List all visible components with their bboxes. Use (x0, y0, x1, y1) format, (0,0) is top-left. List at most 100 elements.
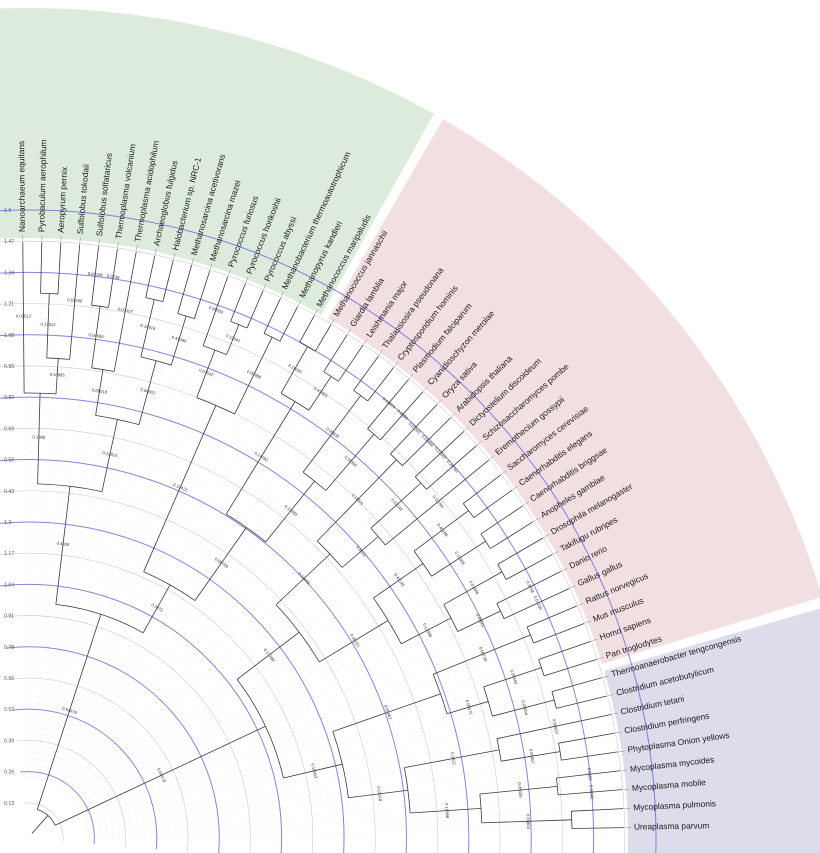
radial-tick-dash (42, 228, 182, 780)
tip-leader (597, 657, 604, 660)
tip-leader (394, 361, 399, 367)
tip-leader (553, 551, 559, 555)
tip-leader (543, 534, 550, 538)
branch-length-label: 0.69462 (383, 704, 393, 721)
branch-length-label: 0.5552 (587, 768, 593, 782)
branch-length-label: 0.14985 (284, 504, 299, 518)
tip-leader (79, 237, 81, 244)
branch-radial (196, 349, 216, 398)
branch-radial (481, 819, 572, 824)
branch-length-label: 0.11030 (287, 363, 303, 375)
tip-leader (227, 269, 231, 276)
radial-tick-dash (63, 330, 398, 790)
branch-radial (338, 344, 364, 382)
branch-radial (145, 255, 156, 298)
branch-radial (414, 431, 465, 478)
branch-radial (501, 751, 561, 762)
branch-radial (561, 751, 618, 761)
branch-radial (308, 376, 332, 411)
tip-leader (577, 602, 584, 606)
branch-radial (410, 807, 482, 814)
tip-leader (570, 585, 576, 589)
branch-radial (543, 659, 597, 677)
gridline-arc (0, 209, 657, 853)
branch-arc (570, 811, 573, 829)
tip-label: Ureaplasma parvum (634, 820, 710, 831)
axis-tick-label: 0.65 (4, 676, 14, 682)
gridline-arc (0, 428, 438, 853)
branch-length-label: 0.33874 (382, 396, 397, 410)
branch-arc (414, 476, 427, 490)
axis-tick-label: 0.78 (4, 645, 14, 651)
branch-arc (37, 483, 103, 492)
branch-radial (55, 486, 71, 605)
branch-arc (538, 659, 545, 677)
tip-leader (621, 769, 628, 771)
branch-arc (236, 679, 284, 779)
tip-leader (378, 350, 383, 356)
branch-arc (462, 503, 475, 518)
branch-radial (177, 264, 193, 314)
branch-arc (177, 313, 195, 320)
branch-radial (325, 434, 375, 491)
branch-length-label: 0.04335 (533, 595, 544, 611)
tip-leader (437, 399, 442, 404)
tip-leader (136, 244, 138, 251)
branch-arc (203, 345, 227, 356)
gridline-arc (16, 740, 126, 847)
branch-radial (108, 248, 118, 308)
tip-leader (280, 291, 284, 298)
tip-leader (347, 328, 352, 334)
branch-radial (533, 623, 585, 644)
tip-leader (489, 455, 495, 460)
branch-radial (558, 732, 615, 744)
axis-tick-label: 0.52 (4, 707, 14, 713)
gridline-arc (9, 677, 189, 852)
branch-length-label: 0.17512 (40, 321, 56, 327)
branch-radial (113, 251, 137, 372)
branch-length-label: 0.17288 (263, 647, 277, 663)
branch-radial (479, 786, 558, 795)
branch-length-label: 0.3768 (525, 580, 536, 594)
branch-length-label: 0.06739 (478, 646, 489, 663)
gridline-arc (0, 490, 376, 853)
branch-length-label: 0.11398 (454, 550, 467, 566)
branch-length-label: 0.12541 (225, 333, 242, 344)
branch-length-label: 0.09988 (246, 369, 262, 380)
branch-radial (505, 554, 553, 580)
branch-radial (236, 631, 300, 680)
axis-tick-label: 0.43 (4, 489, 14, 495)
root-stem (31, 815, 49, 834)
branch-length-label: 0.10885 (50, 372, 66, 378)
tip-leader (477, 440, 482, 446)
axis-tick-label: 0.26 (4, 770, 14, 776)
branch-radial (492, 699, 555, 717)
branch-radial (91, 306, 101, 368)
gridline-arc (6, 646, 220, 853)
tip-leader (409, 373, 414, 379)
tip-leader (602, 675, 609, 678)
branch-radial (140, 299, 155, 357)
branch-radial (496, 714, 612, 740)
tip-leader (363, 339, 368, 345)
branch-length-label: 0.18563 (310, 763, 318, 780)
branch-radial (497, 537, 544, 565)
branch-arc (367, 428, 381, 441)
radial-tick-dash (76, 471, 539, 804)
tip-leader (297, 300, 301, 306)
group-bands (0, 8, 820, 853)
branch-length-label: 0.66514 (156, 767, 167, 783)
radial-tick-dash (59, 307, 365, 788)
branch-arc (263, 333, 281, 342)
branch-arc (526, 626, 534, 644)
branch-radial (91, 246, 100, 306)
group-band-eukaryota (328, 119, 820, 664)
branch-radial (402, 417, 451, 466)
branch-radial (55, 358, 59, 394)
branch-radial (299, 315, 315, 343)
branch-radial (37, 393, 41, 484)
branch-length-label: 0.12814 (102, 450, 119, 458)
branch-arc (332, 731, 349, 798)
branch-radial (302, 395, 362, 473)
radial-tick-dash (79, 521, 571, 808)
